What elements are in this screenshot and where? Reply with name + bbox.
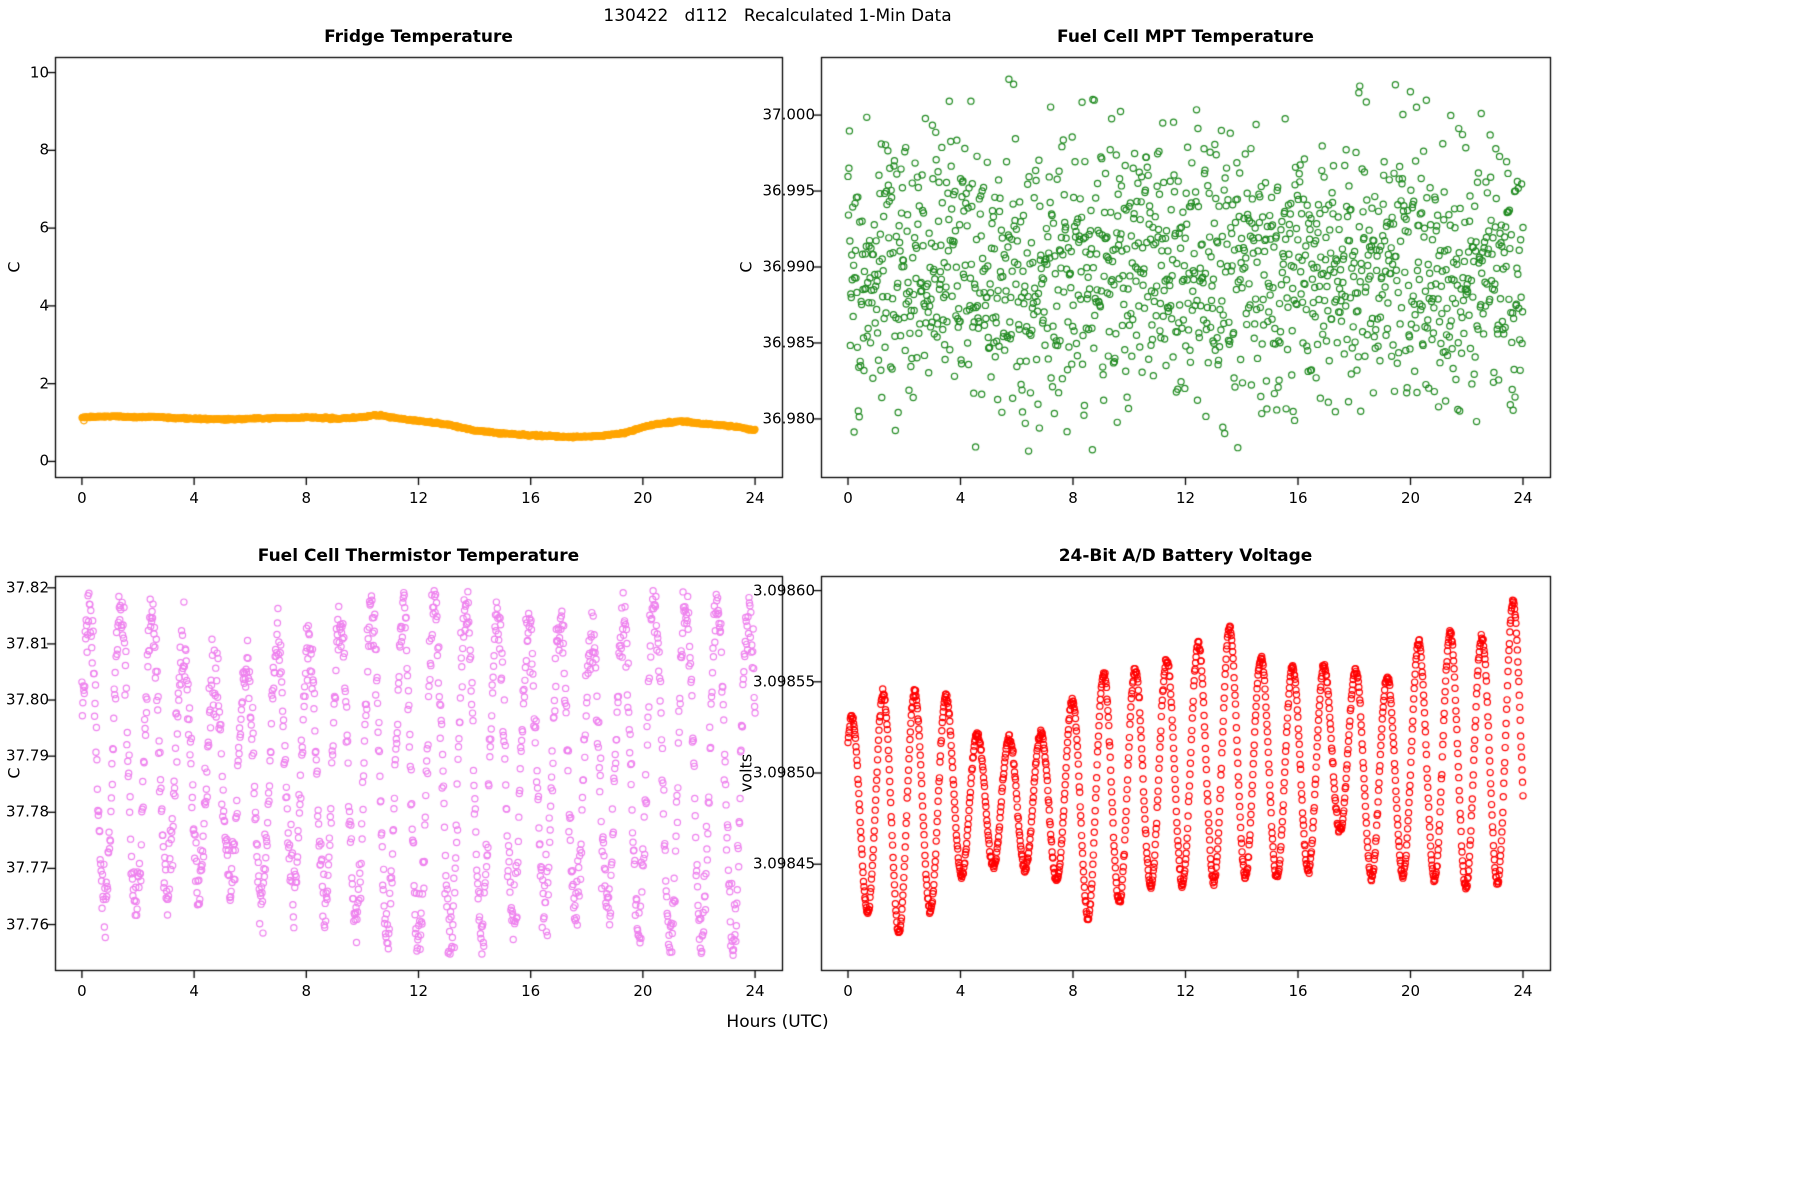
y-tick-label: 37.76 bbox=[6, 915, 49, 934]
y-tick-label: 6 bbox=[39, 218, 49, 237]
x-tick-label: 0 bbox=[77, 982, 87, 1000]
panel-title: Fridge Temperature bbox=[324, 27, 513, 47]
x-tick-label: 8 bbox=[1068, 489, 1078, 507]
y-axis-label: C bbox=[4, 767, 24, 779]
x-tick-label: 24 bbox=[745, 982, 765, 1000]
y-tick-label: 3.09860 bbox=[752, 581, 815, 600]
y-tick-label: 36.980 bbox=[762, 409, 816, 428]
y-axis-label: C bbox=[736, 261, 756, 273]
x-tick-label: 16 bbox=[1288, 489, 1308, 507]
x-tick-label: 20 bbox=[633, 982, 653, 1000]
x-tick-label: 4 bbox=[189, 489, 199, 507]
y-tick-label: 36.995 bbox=[762, 181, 816, 200]
y-tick-label: 37.80 bbox=[6, 690, 49, 709]
x-tick-label: 20 bbox=[1400, 489, 1421, 507]
x-tick-label: 24 bbox=[1513, 982, 1533, 1000]
y-tick-label: 36.985 bbox=[762, 333, 816, 352]
x-tick-label: 16 bbox=[521, 982, 541, 1000]
y-tick-label: 37.82 bbox=[6, 578, 49, 597]
y-tick-label: 3.09855 bbox=[752, 672, 815, 691]
y-tick-label: 4 bbox=[39, 296, 49, 315]
panel-title: Fuel Cell Thermistor Temperature bbox=[257, 546, 580, 566]
x-tick-label: 0 bbox=[843, 982, 853, 1000]
x-tick-label: 0 bbox=[77, 489, 87, 507]
x-tick-label: 20 bbox=[633, 489, 653, 507]
y-tick-label: 3.09845 bbox=[752, 854, 815, 873]
y-tick-label: 37.78 bbox=[6, 802, 49, 821]
x-tick-label: 8 bbox=[301, 982, 312, 1000]
x-axis-title: Hours (UTC) bbox=[726, 1012, 829, 1032]
y-tick-label: 37.77 bbox=[6, 859, 49, 878]
y-tick-label: 3.09850 bbox=[752, 763, 815, 782]
y-tick-label: 10 bbox=[29, 63, 49, 82]
y-tick-label: 37.000 bbox=[762, 105, 816, 124]
y-tick-label: 8 bbox=[39, 140, 49, 159]
x-tick-label: 12 bbox=[1175, 982, 1196, 1000]
x-tick-label: 20 bbox=[1400, 982, 1421, 1000]
y-tick-label: 36.990 bbox=[762, 257, 816, 276]
x-tick-label: 4 bbox=[955, 489, 966, 507]
y-axis-label: C bbox=[4, 261, 24, 273]
x-tick-label: 12 bbox=[408, 489, 429, 507]
figure-title: 130422 d112 Recalculated 1-Min Data bbox=[603, 6, 952, 26]
y-tick-label: 37.79 bbox=[6, 746, 49, 765]
x-tick-label: 12 bbox=[408, 982, 429, 1000]
panel-title: 24-Bit A/D Battery Voltage bbox=[1058, 546, 1313, 566]
y-tick-label: 37.81 bbox=[6, 634, 49, 653]
x-tick-label: 16 bbox=[1288, 982, 1308, 1000]
y-tick-label: 2 bbox=[39, 374, 49, 393]
x-tick-label: 8 bbox=[301, 489, 312, 507]
x-tick-label: 8 bbox=[1068, 982, 1078, 1000]
x-tick-label: 4 bbox=[955, 982, 966, 1000]
x-tick-label: 12 bbox=[1175, 489, 1196, 507]
y-tick-label: 0 bbox=[39, 452, 49, 471]
x-tick-label: 16 bbox=[521, 489, 541, 507]
x-tick-label: 24 bbox=[745, 489, 765, 507]
panel-title: Fuel Cell MPT Temperature bbox=[1057, 27, 1314, 47]
x-tick-label: 4 bbox=[189, 982, 199, 1000]
x-tick-label: 24 bbox=[1513, 489, 1533, 507]
x-tick-label: 0 bbox=[843, 489, 853, 507]
